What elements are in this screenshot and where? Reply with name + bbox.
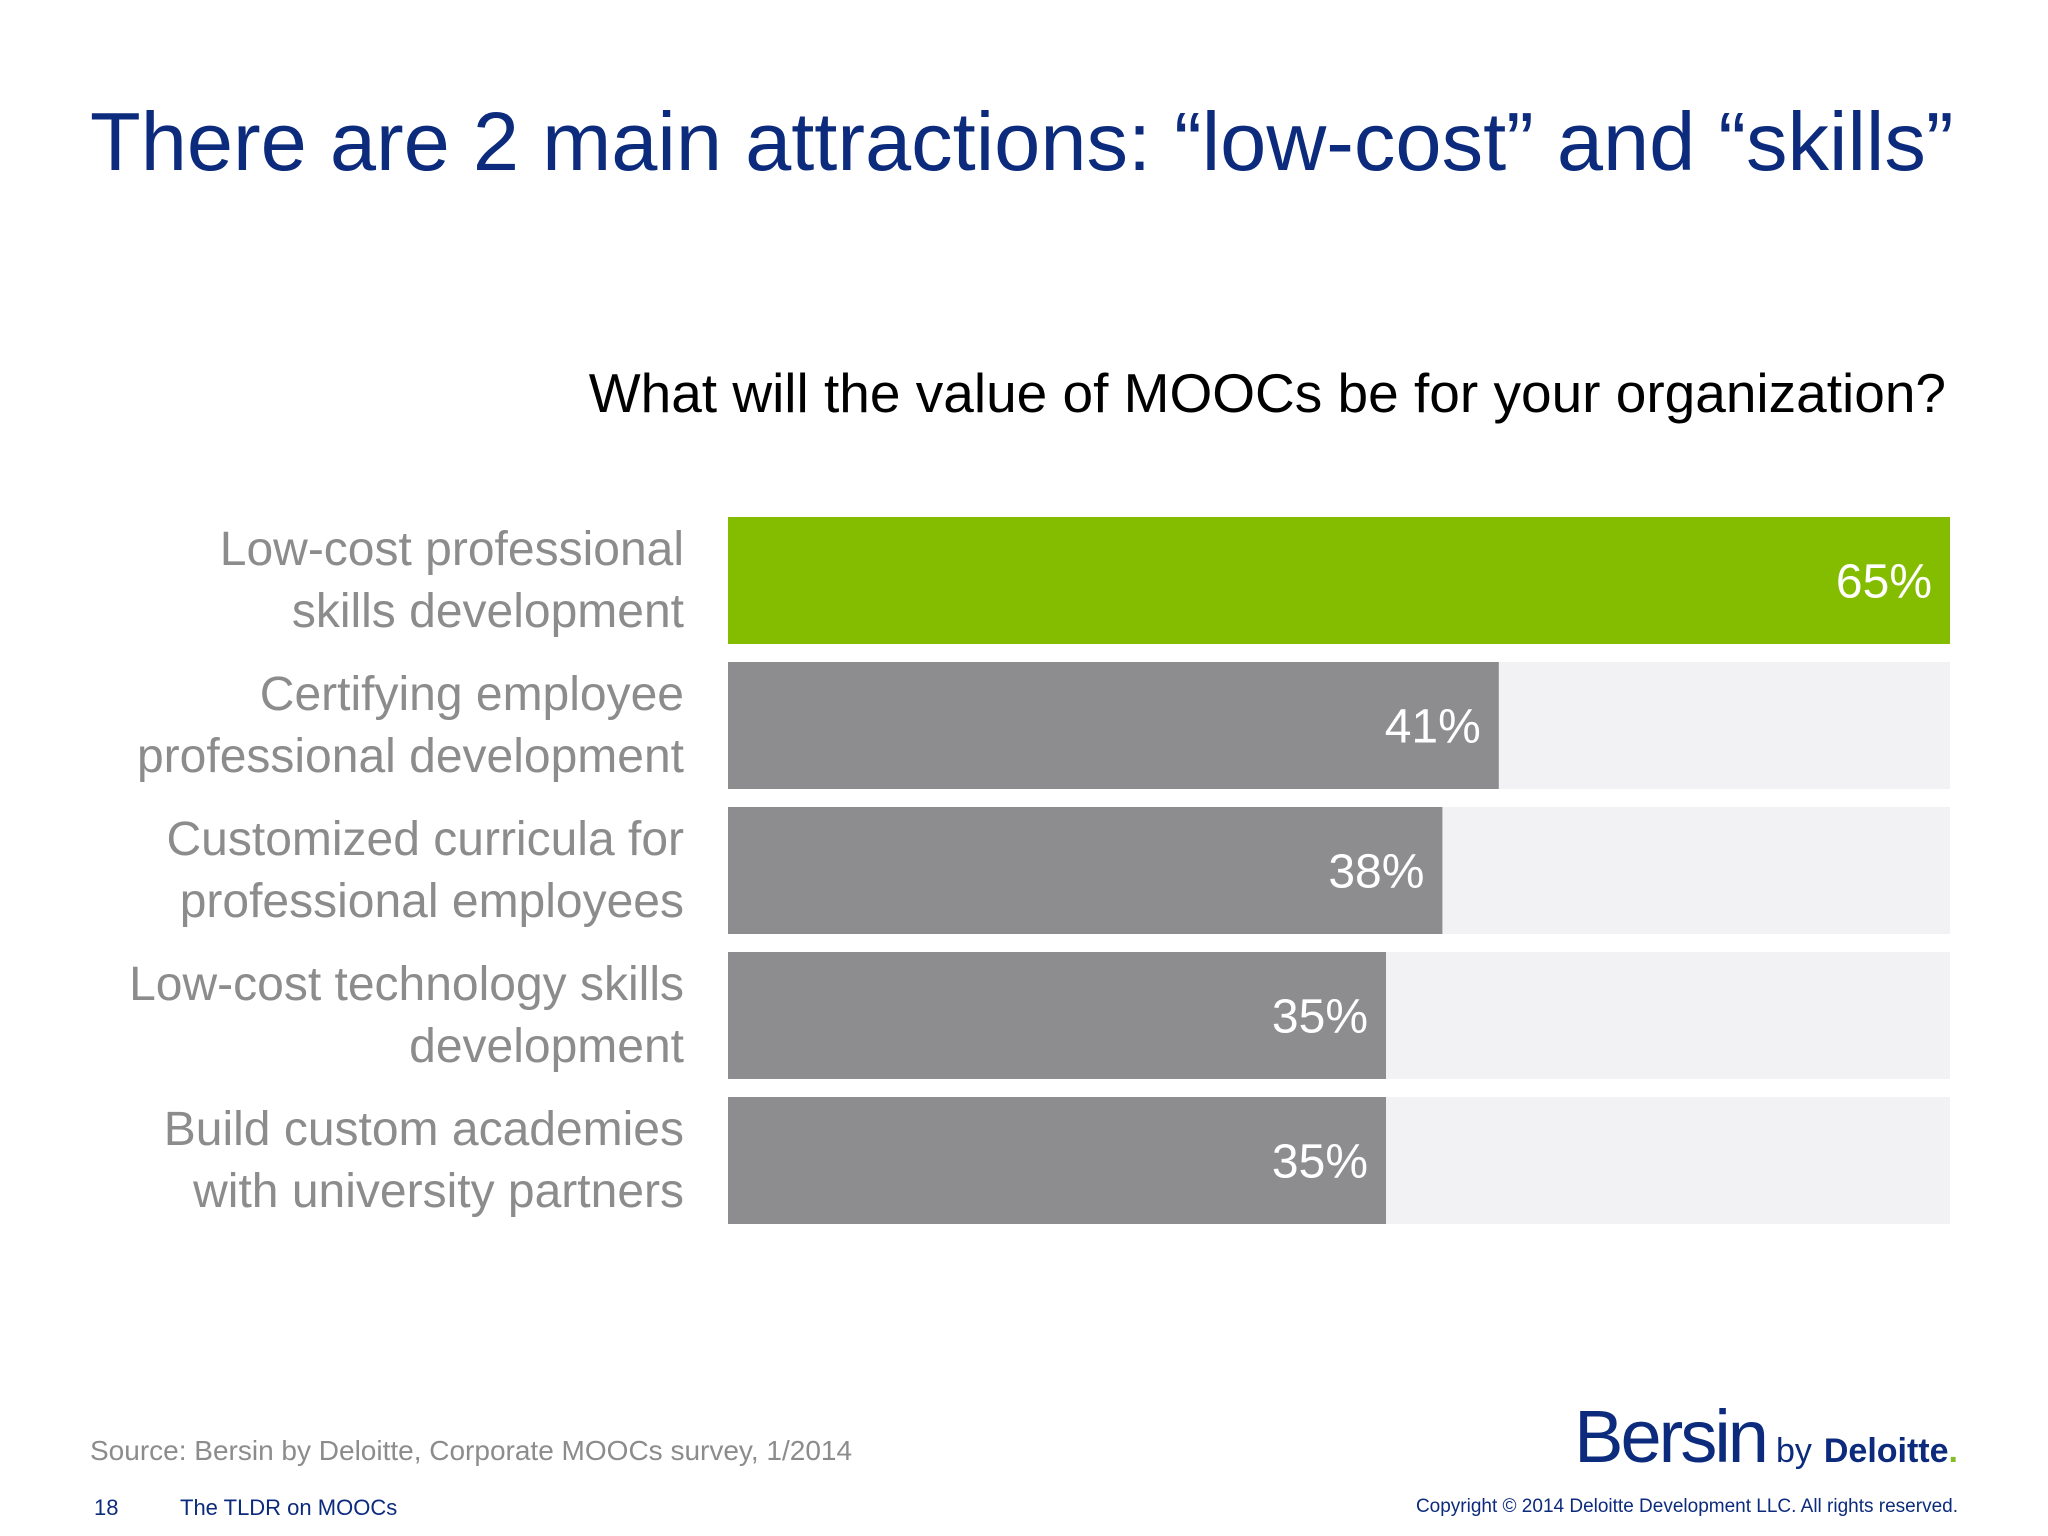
bar-value-label: 41% [1385,701,1481,754]
bar [728,662,1499,789]
bar [728,1097,1386,1224]
copyright-notice: Copyright © 2014 Deloitte Development LL… [1415,1496,1958,1517]
bar-value-label: 35% [1272,1136,1368,1189]
category-label: Customized curricula for professional emp… [167,813,685,928]
logo-deloitte-text: Deloitte [1823,1432,1949,1470]
category-label: Build custom academies with university pa… [164,1103,684,1218]
page-number: 18 [94,1495,119,1520]
bar-value-label: 65% [1836,556,1932,609]
category-label: Certifying employee professional developm… [137,668,684,783]
logo-by-text: by [1775,1432,1812,1470]
bar-value-label: 38% [1328,846,1424,899]
bar [728,807,1443,934]
chart-question: What will the value of MOOCs be for your… [588,362,1946,424]
source-note: Source: Bersin by Deloitte, Corporate MO… [90,1435,853,1466]
bersin-by-deloitte-logo: Bersin by Deloitte. [1574,1400,1958,1474]
bar-value-label: 35% [1272,991,1368,1044]
slide-title: There are 2 main attractions: “low-cost”… [90,95,1954,188]
category-label: Low-cost technology skills development [129,958,684,1073]
bar [728,952,1386,1079]
logo-bersin-text: Bersin [1574,1395,1769,1478]
deck-title: The TLDR on MOOCs [180,1495,398,1520]
bar [728,517,1950,644]
logo-green-dot: . [1948,1432,1958,1470]
category-label: Low-cost professional skills development [220,523,684,638]
